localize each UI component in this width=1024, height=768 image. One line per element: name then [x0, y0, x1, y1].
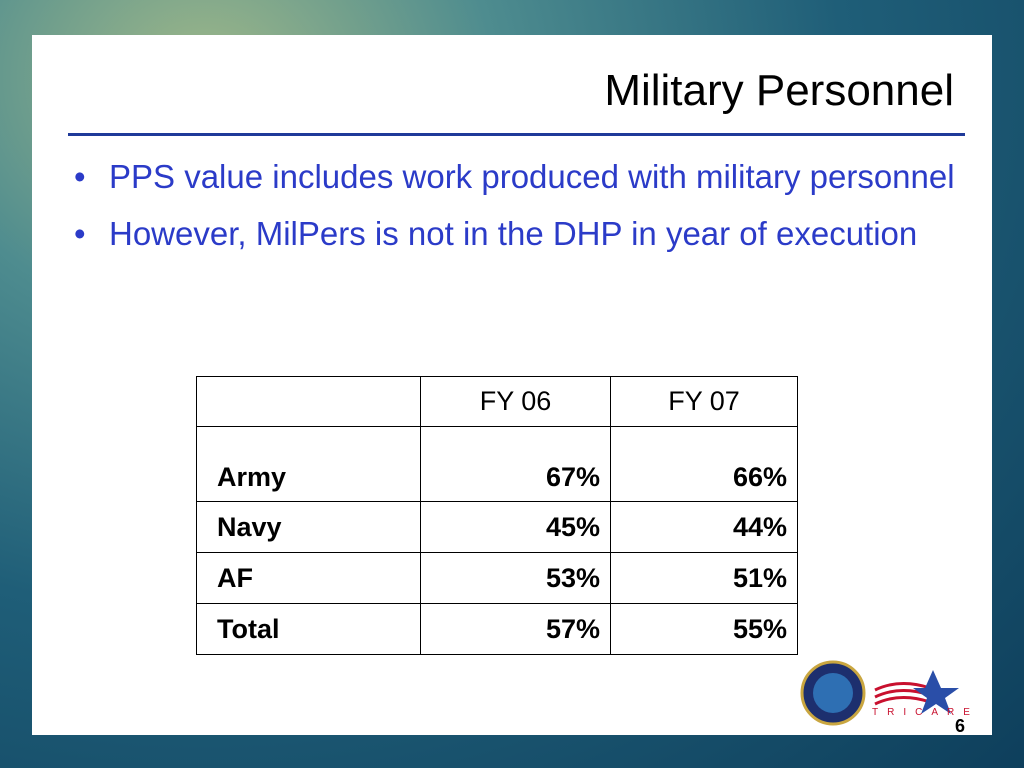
table-row: AF 53% 51%	[196, 552, 798, 604]
value-cell: 44%	[610, 501, 798, 553]
value-cell: 66%	[610, 426, 798, 502]
data-table: FY 06 FY 07 Army 67% 66% Navy 45% 44% AF 53% 51% To…	[196, 376, 798, 655]
value-cell: 67%	[420, 426, 611, 502]
title-rule	[68, 133, 965, 136]
value-cell: 55%	[610, 603, 798, 655]
logos: TRICARE	[800, 660, 979, 726]
slide-title: Military Personnel	[604, 66, 954, 115]
dod-seal-inner	[813, 673, 853, 713]
table-row: Navy 45% 44%	[196, 501, 798, 553]
value-cell: 51%	[610, 552, 798, 604]
row-label: Army	[196, 426, 421, 502]
value-cell: 53%	[420, 552, 611, 604]
row-label: AF	[196, 552, 421, 604]
header-cell: FY 06	[420, 376, 611, 427]
table-row: Army 67% 66%	[196, 426, 798, 502]
bullet: However, MilPers is not in the DHP in ye…	[70, 210, 960, 257]
page-number: 6	[955, 716, 966, 736]
tricare-stars	[913, 670, 959, 714]
row-label: Total	[196, 603, 421, 655]
header-row: FY 06 FY 07	[196, 376, 798, 427]
header-cell	[196, 376, 421, 427]
table-row: Total 57% 55%	[196, 603, 798, 655]
value-cell: 57%	[420, 603, 611, 655]
row-label: Navy	[196, 501, 421, 553]
bullet-list: PPS value includes work produced with mi…	[70, 153, 960, 267]
bullet: PPS value includes work produced with mi…	[70, 153, 960, 200]
header-cell: FY 07	[610, 376, 798, 427]
tricare-text: TRICARE	[872, 707, 979, 718]
value-cell: 45%	[420, 501, 611, 553]
